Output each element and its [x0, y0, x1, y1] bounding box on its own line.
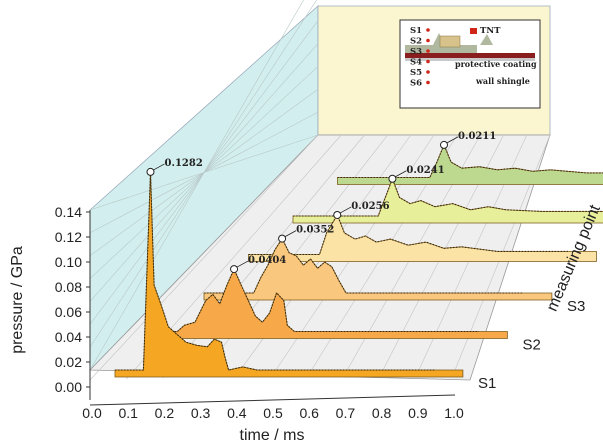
series-line: [115, 171, 435, 371]
peak-leader: [153, 163, 165, 171]
inset-point-label: S1: [410, 26, 422, 36]
peak-leader: [236, 260, 249, 268]
series-label-s2: S2: [523, 337, 541, 354]
x-tick-label: 0.2: [155, 405, 175, 421]
series-s6: 0.0211S6: [337, 131, 603, 185]
inset-point-dot: [426, 80, 430, 85]
peak-marker: [230, 265, 239, 274]
inset-coating-layer: [405, 45, 477, 53]
inset-tnt-block: [470, 28, 477, 34]
inset-coating-bump-2: [480, 34, 493, 45]
inset-point-dot: [426, 38, 430, 43]
inset-point-dot: [426, 59, 430, 64]
x-tick-label: 0.4: [227, 405, 247, 421]
series-line: [337, 143, 603, 179]
inset-point-dot: [426, 28, 430, 32]
grid-line-x: [89, 134, 319, 381]
peak-marker: [440, 140, 448, 149]
inset-point-label: S6: [410, 79, 422, 89]
inset-coating-label: protective coating: [455, 59, 537, 69]
peak-value-label: 0.1282: [165, 158, 203, 169]
grid-line-y: [89, 134, 319, 211]
series-line: [204, 237, 524, 294]
inset-tnt-label: TNT: [480, 26, 501, 36]
series-line: [159, 267, 479, 333]
series-s1: 0.1282 S1: [114, 158, 496, 392]
inset-grid-block: [439, 35, 461, 48]
inset-wall-layer: [405, 53, 535, 58]
peak-value-label: 0.0211: [458, 131, 496, 142]
inset-point-label: S3: [410, 47, 422, 57]
x-tick-label: 0.8: [372, 405, 392, 421]
series-area: [337, 143, 603, 185]
series-s3: 0.0352 S3: [203, 225, 585, 315]
y-tick-label: 0.04: [55, 329, 82, 345]
inset-base-layer: [405, 58, 535, 61]
inset-diagram: TNT protective coating wall shingle S1S2…: [399, 19, 541, 109]
y-tick-label: 0.02: [55, 354, 82, 370]
peak-marker: [388, 174, 397, 183]
x-tick-label: 0.6: [299, 405, 319, 421]
inset-shingle-label: wall shingle: [475, 76, 530, 86]
peak-value-label: 0.0256: [351, 201, 389, 212]
x-axis-line: [89, 394, 456, 406]
series-line: [293, 177, 603, 217]
series-label-s1: S1: [478, 375, 496, 392]
series-ribbons: 0.0211S60.0241S50.0256S40.0352 S3 0.0404 S2…: [114, 131, 603, 392]
peak-value-label: 0.0404: [248, 255, 286, 266]
peak-leader: [446, 136, 459, 144]
peak-value-label: 0.0352: [296, 225, 334, 236]
inset-point-dot: [426, 49, 430, 53]
peak-leader: [395, 170, 407, 178]
series-s5: 0.0241S5: [292, 165, 603, 224]
x-tick-label: 0.1: [118, 405, 138, 421]
x-tick-label: 0.7: [336, 405, 356, 421]
inset-point-label: S5: [410, 68, 422, 78]
series-label-s3: S3: [567, 298, 585, 315]
series-s2: 0.0404 S2: [159, 255, 541, 354]
y-tick-label: 0.14: [55, 204, 82, 220]
inset-point-label: S4: [410, 58, 422, 68]
peak-marker: [333, 210, 342, 219]
peak-marker: [146, 167, 155, 176]
peak-marker: [278, 234, 287, 243]
y-tick-label: 0.12: [55, 229, 82, 245]
series-area: [114, 171, 464, 378]
x-tick-label: 0.5: [263, 405, 283, 421]
peak-value-label: 0.0241: [406, 165, 444, 176]
x-tick-label: 0.9: [408, 405, 428, 421]
x-tick-label: 0.3: [191, 405, 211, 421]
x-axis-title: time / ms: [240, 427, 305, 444]
series-s4: 0.0256S4: [248, 201, 597, 262]
x-tick-label: 1.0: [444, 405, 464, 421]
peak-leader: [284, 230, 297, 237]
inset-point-dot: [426, 70, 430, 74]
peak-leader: [340, 206, 352, 214]
y-tick-label: 0.10: [55, 254, 82, 270]
y-axis-title: pressure / GPa: [9, 246, 26, 354]
inset-box: [399, 19, 541, 109]
y-tick-label: 0.08: [55, 279, 82, 295]
x-tick-label: 0.0: [82, 405, 102, 421]
inset-point-label: S2: [410, 37, 422, 47]
y-tick-label: 0.06: [55, 304, 82, 320]
y-tick-label: 0.00: [55, 379, 82, 395]
